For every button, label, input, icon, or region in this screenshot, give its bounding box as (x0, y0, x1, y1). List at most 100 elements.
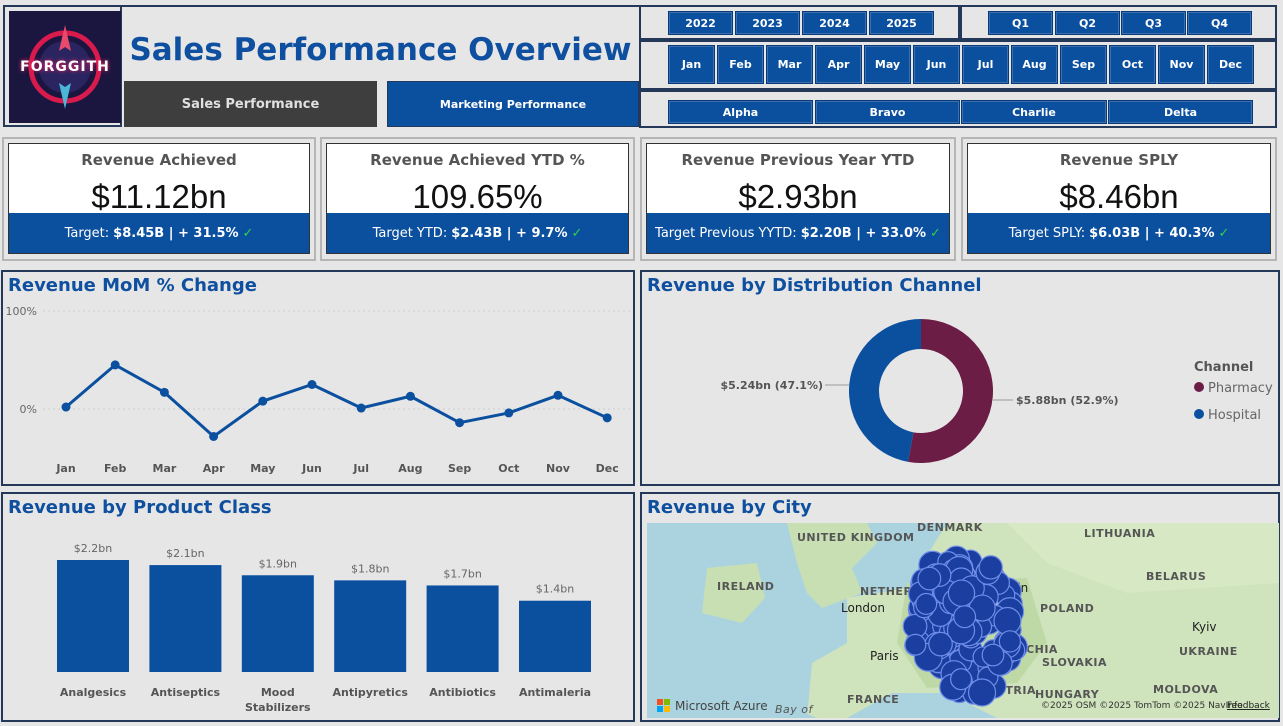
team-alpha-button[interactable]: Alpha (668, 100, 813, 124)
mom-point-mar[interactable] (159, 387, 169, 397)
legend-item-pharmacy[interactable]: Pharmacy (1208, 381, 1273, 396)
month-mar-button[interactable]: Mar (766, 45, 813, 84)
mom-point-aug[interactable] (405, 391, 415, 401)
city-bubble[interactable] (998, 630, 1022, 653)
team-delta-button[interactable]: Delta (1108, 100, 1253, 124)
x-tick-mar: Mar (153, 462, 177, 475)
map-label-lithuania: LITHUANIA (1084, 527, 1156, 540)
city-map[interactable]: DENMARK UNITED KINGDOM IRELAND NETHERL L… (647, 523, 1279, 718)
bar-antiseptics[interactable] (149, 565, 222, 672)
quarter-q1-button[interactable]: Q1 (988, 11, 1053, 35)
month-aug-button[interactable]: Aug (1011, 45, 1058, 84)
donut-slice-pharmacy[interactable] (908, 319, 994, 463)
mom-point-jan[interactable] (61, 402, 71, 412)
sales-performance-nav-button[interactable]: Sales Performance (124, 81, 377, 127)
kpi-target-bar: Target Previous YYTD: $2.20B | + 33.0% ✓ (647, 213, 949, 253)
mom-point-nov[interactable] (553, 390, 563, 400)
mom-point-sep[interactable] (455, 418, 465, 428)
legend-marker-hospital (1194, 409, 1204, 419)
month-oct-button[interactable]: Oct (1109, 45, 1156, 84)
kpi-target-label: Target YTD: (372, 225, 448, 241)
city-bubble[interactable] (915, 592, 938, 615)
month-jun-button[interactable]: Jun (913, 45, 960, 84)
x-tick-apr: Apr (203, 462, 225, 475)
mom-chart-panel: Revenue MoM % Change 100% 0% Jan Feb Mar Ap… (1, 270, 635, 486)
month-sep-button[interactable]: Sep (1060, 45, 1107, 84)
kpi-card-revenue-sply: Revenue SPLY $8.46bn Target SPLY: $6.03B… (961, 137, 1277, 261)
mom-point-dec[interactable] (602, 413, 612, 423)
map-feedback-link[interactable]: Feedback (1227, 701, 1270, 711)
donut-slice-hospital[interactable] (849, 319, 921, 462)
company-logo: FORGGITH (9, 11, 121, 123)
year-2023-button[interactable]: 2023 (735, 11, 800, 35)
city-bubbles[interactable] (647, 523, 1279, 718)
kpi-title: Revenue SPLY (1059, 151, 1179, 169)
city-bubble[interactable] (947, 579, 976, 607)
kpi-target-label: Target: (64, 225, 110, 241)
bar-category-label-mood-stabilizers: Stabilizers (245, 701, 311, 714)
quarter-q2-button[interactable]: Q2 (1055, 11, 1120, 35)
bar-antimaleria[interactable] (519, 600, 591, 672)
month-nov-button[interactable]: Nov (1158, 45, 1205, 84)
city-bubble[interactable] (917, 566, 942, 591)
bar-value-label-mood-stabilizers: $1.9bn (259, 557, 297, 570)
year-2024-button[interactable]: 2024 (802, 11, 867, 35)
bar-value-label-analgesics: $2.2bn (74, 542, 112, 555)
city-bubble[interactable] (904, 633, 927, 656)
kpi-target-label: Target Previous YYTD: (655, 225, 797, 241)
city-bubble[interactable] (928, 631, 953, 657)
bar-mood-stabilizers[interactable] (241, 575, 314, 672)
kpi-card-revenue-prev-year-ytd: Revenue Previous Year YTD $2.93bn Target… (640, 137, 956, 261)
bar-antipyretics[interactable] (334, 580, 407, 672)
marketing-performance-nav-button[interactable]: Marketing Performance (387, 81, 639, 127)
bar-antibiotics[interactable] (426, 585, 499, 672)
month-feb-button[interactable]: Feb (717, 45, 764, 84)
mom-point-feb[interactable] (110, 360, 120, 370)
mom-point-jul[interactable] (356, 403, 366, 413)
bar-category-label-antipyretics: Antipyretics (332, 686, 408, 699)
city-bubble[interactable] (978, 555, 1003, 580)
mom-point-may[interactable] (258, 396, 268, 406)
month-apr-button[interactable]: Apr (815, 45, 862, 84)
title-banner: Sales Performance Overview (122, 5, 639, 83)
check-icon: ✓ (242, 225, 254, 241)
city-map-panel: Revenue by City DENMARK UNITED KINGDOM I… (640, 492, 1280, 722)
y-tick-100: 100% (6, 305, 37, 318)
city-bubble[interactable] (950, 668, 973, 691)
bar-category-label-antiseptics: Antiseptics (151, 686, 221, 699)
city-bubble[interactable] (953, 605, 977, 629)
month-dec-button[interactable]: Dec (1207, 45, 1254, 84)
team-charlie-button[interactable]: Charlie (961, 100, 1107, 124)
product-chart-panel: Revenue by Product Class $2.2bn Analgesic… (1, 492, 635, 722)
map-label-bay: Bay of (775, 703, 813, 716)
month-jul-button[interactable]: Jul (962, 45, 1009, 84)
product-chart-title: Revenue by Product Class (8, 497, 272, 518)
year-slicer: 2022 2023 2024 2025 (639, 5, 960, 40)
kpi-target-value: $2.20B | + 33.0% (800, 225, 927, 241)
mom-point-apr[interactable] (209, 431, 219, 441)
bar-value-label-antimaleria: $1.4bn (536, 583, 574, 596)
month-may-button[interactable]: May (864, 45, 911, 84)
kpi-value: $11.12bn (91, 178, 227, 215)
team-slicer: Alpha Bravo Charlie Delta (639, 90, 1277, 128)
mom-series-line (65, 363, 608, 439)
x-tick-nov: Nov (546, 462, 571, 475)
mom-line-chart: 100% 0% Jan Feb Mar Apr May Jun Jul Aug Sep Oct No… (6, 305, 631, 475)
page-title: Sales Performance Overview (129, 32, 632, 68)
kpi-value: $8.46bn (1059, 178, 1179, 215)
bar-analgesics[interactable] (57, 560, 129, 672)
city-bubble[interactable] (967, 678, 997, 707)
mom-point-jun[interactable] (307, 380, 317, 389)
city-bubble[interactable] (981, 643, 1005, 667)
year-2022-button[interactable]: 2022 (668, 11, 733, 35)
year-2025-button[interactable]: 2025 (869, 11, 934, 35)
city-bubble[interactable] (993, 606, 1022, 636)
map-label-kyiv: Kyiv (1192, 620, 1217, 634)
legend-item-hospital[interactable]: Hospital (1208, 408, 1261, 423)
kpi-target-bar: Target YTD: $2.43B | + 9.7% ✓ (327, 213, 628, 253)
mom-point-oct[interactable] (504, 408, 514, 418)
quarter-q3-button[interactable]: Q3 (1121, 11, 1186, 35)
month-jan-button[interactable]: Jan (668, 45, 715, 84)
quarter-q4-button[interactable]: Q4 (1187, 11, 1252, 35)
team-bravo-button[interactable]: Bravo (815, 100, 960, 124)
